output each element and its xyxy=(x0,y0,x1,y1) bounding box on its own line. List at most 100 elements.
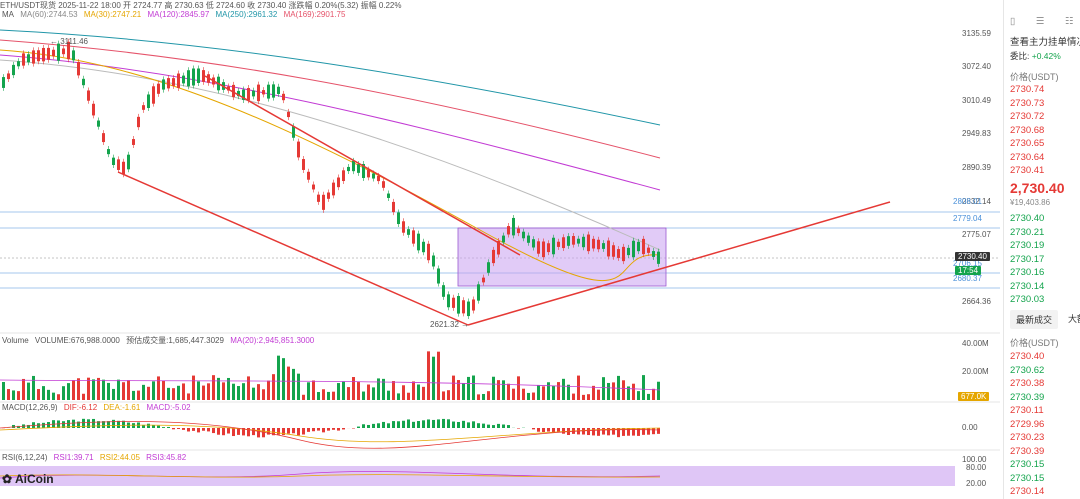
volume-bar xyxy=(577,375,580,400)
macd-bar xyxy=(207,428,210,432)
candle-body xyxy=(57,43,60,61)
volume-bar xyxy=(7,389,10,400)
macd-bar xyxy=(582,428,585,435)
volume-bar xyxy=(17,391,20,400)
volume-bar xyxy=(592,385,595,400)
candle-body xyxy=(472,299,475,311)
rsi2-value: RSI2:44.05 xyxy=(99,453,140,462)
macd-bar xyxy=(122,420,125,428)
trade-row: 2730.39 xyxy=(1010,391,1045,403)
volume-bar xyxy=(622,380,625,400)
candle-body xyxy=(362,163,365,179)
candle-body xyxy=(82,78,85,86)
price-axis-label: 3135.59 xyxy=(962,29,991,38)
macd-dif-value: DIF:-6.12 xyxy=(63,403,98,412)
low-price-value: 2621.32 xyxy=(430,320,459,329)
tab-big-trades[interactable]: 大额 xyxy=(1068,314,1080,324)
volume-bar xyxy=(87,377,90,400)
macd-bar xyxy=(647,428,650,435)
candle-body xyxy=(167,78,170,89)
logo-icon: ✿ xyxy=(2,472,13,486)
candle-body xyxy=(42,47,45,62)
volume-bar xyxy=(292,368,295,400)
volume-bar xyxy=(247,376,250,400)
chart-area[interactable]: ETH/USDT现货 2025-11-22 18:00 开 2724.77 高 … xyxy=(0,0,1000,499)
volume-current-tag: 677.0K xyxy=(958,392,990,401)
main-orders-link[interactable]: 查看主力挂单情况 xyxy=(1010,37,1080,48)
volume-bar xyxy=(332,391,335,400)
volume-bar xyxy=(632,383,635,400)
volume-bar xyxy=(307,382,310,400)
macd-bar xyxy=(612,428,615,435)
volume-bar xyxy=(122,382,125,400)
orderbook-price-header: 价格(USDT) xyxy=(1010,72,1059,82)
volume-bar xyxy=(312,380,315,400)
candle-body xyxy=(312,184,315,190)
macd-bar xyxy=(292,428,295,434)
macd-bar xyxy=(192,428,195,431)
ohlc-header: ETH/USDT现货 2025-11-22 18:00 开 2724.77 高 … xyxy=(0,0,1000,12)
volume-bar xyxy=(377,378,380,400)
candle-body xyxy=(457,295,460,314)
candle-body xyxy=(567,236,570,246)
candle-body xyxy=(422,241,425,253)
volume-legend[interactable]: Volume VOLUME:676,988.0000 预估成交量:1,685,4… xyxy=(2,335,318,346)
macd-bar xyxy=(107,421,110,428)
macd-bar xyxy=(397,421,400,428)
macd-bar xyxy=(452,421,455,428)
rsi-legend[interactable]: RSI(6,12,24) RSI1:39.71 RSI2:44.05 RSI3:… xyxy=(2,453,190,462)
orderbook-view-icon[interactable]: ▯ xyxy=(1010,16,1016,27)
macd-bar xyxy=(87,419,90,428)
candle-body xyxy=(127,154,130,170)
candle-body xyxy=(332,182,335,196)
volume-bar xyxy=(317,392,320,400)
volume-bar xyxy=(387,390,390,400)
trade-row: 2730.23 xyxy=(1010,432,1045,443)
candle-body xyxy=(447,294,450,308)
sidebar-toolbar-icons[interactable]: ▯ ☰ ☷ xyxy=(1010,16,1074,27)
candle-body xyxy=(352,160,355,172)
ma-line xyxy=(0,49,661,282)
candle-body xyxy=(587,234,590,252)
candle-body xyxy=(267,84,270,99)
volume-bar xyxy=(327,391,330,400)
volume-bar xyxy=(347,387,350,400)
volume-bar xyxy=(102,379,105,400)
volume-bar xyxy=(242,383,245,400)
candle-body xyxy=(252,90,255,97)
low-value: 低 2724.60 xyxy=(205,1,245,10)
macd-bar xyxy=(617,428,620,438)
macd-bar xyxy=(307,428,310,432)
trade-row: 2730.15 xyxy=(1010,472,1045,484)
candle-body xyxy=(592,238,595,249)
macd-bar xyxy=(117,420,120,428)
candlestick-chart[interactable] xyxy=(0,0,1000,499)
ma-legend[interactable]: MA MA(60):2744.53 MA(30):2747.21 MA(120)… xyxy=(2,10,349,19)
macd-bar xyxy=(277,428,280,435)
weibi-value: +0.42% xyxy=(1031,51,1061,61)
macd-bar xyxy=(467,422,470,428)
macd-bar xyxy=(652,428,655,435)
macd-bar xyxy=(232,428,235,437)
orderbook-list-icon[interactable]: ☰ xyxy=(1035,16,1045,27)
macd-bar xyxy=(142,424,145,428)
volume-bar xyxy=(127,380,130,400)
rsi1-value: RSI1:39.71 xyxy=(53,453,94,462)
candle-body xyxy=(2,77,5,88)
macd-legend[interactable]: MACD(12,26,9) DIF:-6.12 DEA:-1.61 MACD:-… xyxy=(2,403,195,412)
macd-bar xyxy=(497,423,500,428)
candle-body xyxy=(117,159,120,170)
ask-row: 2730.73 xyxy=(1010,97,1045,109)
trendline-channel-low xyxy=(117,171,469,326)
orderbook-split-icon[interactable]: ☷ xyxy=(1065,16,1074,27)
macd-bar xyxy=(532,428,535,430)
order-book-sidebar[interactable]: ▯ ☰ ☷ 查看主力挂单情况 委比: +0.42% 价格(USDT) 2730.… xyxy=(1003,0,1080,499)
candle-body xyxy=(522,231,525,239)
volume-bar xyxy=(507,383,510,400)
tab-latest-trades[interactable]: 最新成交 xyxy=(1010,310,1059,329)
macd-bar xyxy=(547,428,550,432)
macd-value: MACD:-5.02 xyxy=(146,403,191,412)
candle-body xyxy=(257,84,260,102)
candle-body xyxy=(152,86,155,104)
ma-legend-title: MA xyxy=(2,10,14,19)
